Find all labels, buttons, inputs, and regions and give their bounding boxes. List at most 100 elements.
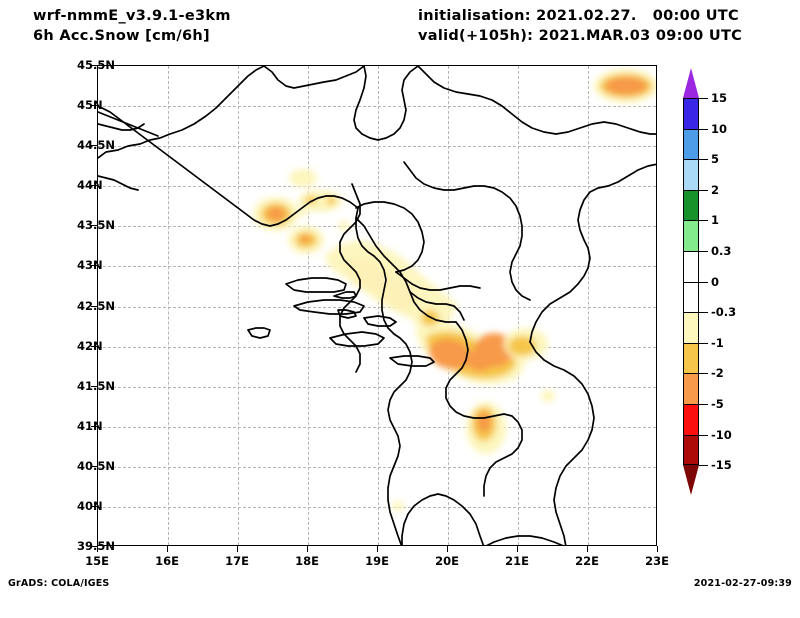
valid-time: valid(+105h): 2021.MAR.03 09:00 UTC [418,28,743,44]
colorbar-band [683,159,699,190]
lon-tick [307,546,308,552]
colorbar-tick [699,128,708,130]
initialisation-time: initialisation: 2021.02.27. 00:00 UTC [418,8,739,24]
lat-label: 45.5N [77,58,115,72]
lat-label: 43.5N [77,218,115,233]
lat-tick [91,505,97,507]
lon-label: 22E [575,554,599,568]
gridline-horizontal [98,186,656,188]
lat-tick [91,465,97,467]
header-left-block: wrf-nmmE_v3.9.1-e3km 6h Acc.Snow [cm/6h] [33,6,231,46]
gridline-horizontal [98,426,656,428]
lat-label: 41.5N [77,378,115,393]
colorbar-tick [699,342,708,344]
lon-label: 18E [295,554,319,568]
lon-label: 21E [505,554,529,568]
lon-tick [377,546,378,552]
colorbar-band [683,312,699,343]
lon-tick [97,546,98,552]
coastline-layer [98,66,656,545]
gridline-vertical [588,66,589,545]
lat-tick [91,145,97,147]
colorbar-label: 0 [711,274,720,289]
colorbar-cap-below [683,465,699,496]
lat-label: 40N [77,498,103,513]
map-plot-area [97,65,657,546]
colorbar-label: -15 [711,458,732,473]
lon-tick [237,546,238,552]
colorbar-label: 1 [711,213,720,228]
colorbar-tick [699,434,708,436]
lat-label: 41N [77,418,103,433]
colorbar-label: 2 [711,182,720,197]
lon-tick [517,546,518,552]
lon-label: 19E [365,554,389,568]
map-clip [98,66,656,545]
lat-tick [91,185,97,187]
lon-label: 23E [645,554,669,568]
lon-tick [657,546,658,552]
colorbar-tick [699,281,708,283]
field-name: 6h Acc.Snow [cm/6h] [33,28,210,44]
lon-tick [587,546,588,552]
lon-label: 20E [435,554,459,568]
gridline-horizontal [98,306,656,308]
gridline-horizontal [98,226,656,228]
colorbar-band [683,98,699,129]
lat-label: 43N [77,258,103,273]
colorbar-label: -0.3 [711,305,737,320]
lat-tick [91,65,97,66]
colorbar-label: 15 [711,91,728,105]
lat-label: 42.5N [77,298,115,313]
grads-credit: GrADS: COLA/IGES [8,578,110,589]
colorbar-label: -10 [711,427,732,442]
lat-tick [91,265,97,267]
colorbar-band [683,434,699,466]
lat-label: 44N [77,178,103,193]
gridline-horizontal [98,386,656,388]
lon-label: 17E [225,554,249,568]
gridline-horizontal [98,106,656,108]
colorbar-band [683,128,699,160]
lat-tick [91,345,97,347]
colorbar-label: 0.3 [711,244,732,258]
lon-label: 16E [155,554,179,568]
colorbar-band [683,251,699,282]
lat-tick [91,305,97,307]
colorbar-tick [699,251,708,252]
lon-tick [167,546,168,552]
lat-label: 39.5N [77,539,115,553]
lat-label: 44.5N [77,138,115,153]
colorbar-tick [699,220,708,222]
colorbar-cap-above [683,68,699,98]
colorbar: 15 10 5 2 1 0.3 0 -0.3 -1 -2 -5 -10 -15 [683,65,736,545]
render-timestamp: 2021-02-27-09:39 [693,578,792,589]
colorbar-label: 5 [711,152,720,167]
colorbar-label: 10 [711,121,728,136]
colorbar-tick [699,189,708,191]
colorbar-label: -5 [711,397,724,411]
colorbar-band [683,404,699,435]
gridline-vertical [308,66,309,545]
lat-tick [91,385,97,387]
gridline-horizontal [98,146,656,148]
colorbar-tick [699,373,708,375]
colorbar-tick [699,98,708,99]
colorbar-tick [699,404,708,405]
lon-tick [447,546,448,552]
colorbar-band [683,189,699,221]
gridline-vertical [238,66,239,545]
lat-label: 42N [77,338,103,353]
lat-tick [91,105,97,107]
colorbar-tick [699,159,708,161]
lat-label: 40.5N [77,458,115,473]
colorbar-tick [699,465,708,467]
colorbar-band [683,373,699,404]
gridline-horizontal [98,466,656,468]
gridline-horizontal [98,506,656,508]
lat-label: 45N [77,98,103,113]
gridline-vertical [518,66,519,545]
colorbar-label: -1 [711,335,724,350]
gridline-vertical [168,66,169,545]
lat-tick [91,225,97,227]
